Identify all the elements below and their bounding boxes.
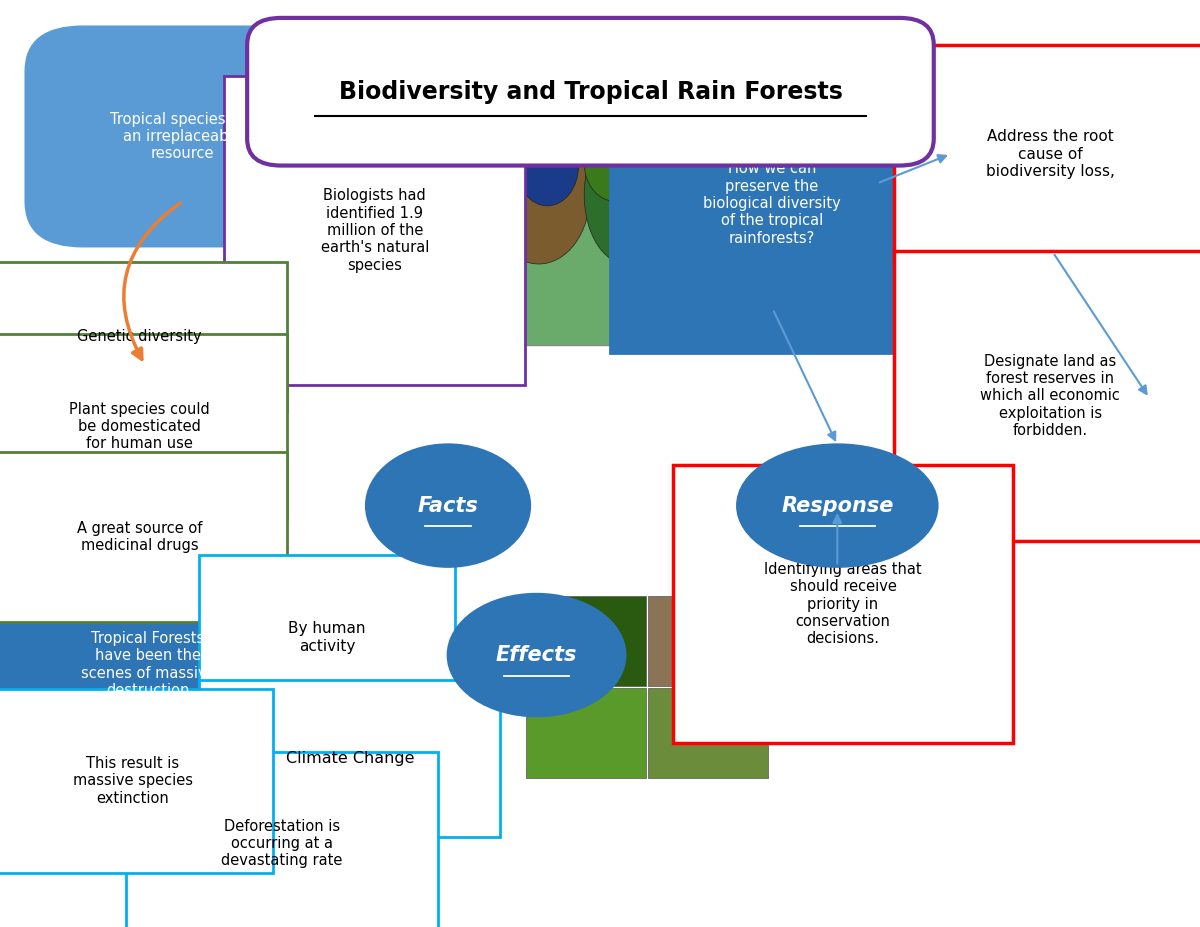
Text: Plant species could
be domesticated
for human use: Plant species could be domesticated for …	[68, 401, 210, 451]
Text: How we can
preserve the
biological diversity
of the tropical
rainforests?: How we can preserve the biological diver…	[703, 161, 841, 246]
FancyBboxPatch shape	[199, 555, 455, 720]
Text: Effects: Effects	[496, 645, 577, 665]
Text: Genetic diversity: Genetic diversity	[77, 329, 202, 345]
Ellipse shape	[516, 125, 578, 206]
Text: Tropical species are
an irreplaceable
resource: Tropical species are an irreplaceable re…	[110, 111, 254, 161]
FancyBboxPatch shape	[0, 452, 287, 622]
Ellipse shape	[647, 130, 720, 255]
Text: A great source of
medicinal drugs: A great source of medicinal drugs	[77, 521, 202, 553]
Text: Designate land as
forest reserves in
which all economic
exploitation is
forbidde: Designate land as forest reserves in whi…	[980, 354, 1120, 438]
Text: Address the root
cause of
biodiversity loss,: Address the root cause of biodiversity l…	[985, 130, 1115, 179]
Text: Climate Change: Climate Change	[286, 751, 414, 766]
FancyBboxPatch shape	[0, 262, 287, 412]
Text: Facts: Facts	[418, 496, 479, 515]
Text: Biologists had
identified 1.9
million of the
earth's natural
species: Biologists had identified 1.9 million of…	[320, 188, 430, 273]
FancyBboxPatch shape	[648, 596, 768, 686]
Text: By human
activity: By human activity	[288, 621, 366, 654]
Text: Biodiversity and Tropical Rain Forests: Biodiversity and Tropical Rain Forests	[338, 80, 842, 104]
FancyBboxPatch shape	[247, 18, 934, 166]
Text: This result is
massive species
extinction: This result is massive species extinctio…	[72, 756, 192, 806]
Text: For a
number of
reasons such: For a number of reasons such	[96, 276, 199, 323]
FancyBboxPatch shape	[199, 680, 500, 837]
Ellipse shape	[584, 125, 647, 201]
FancyBboxPatch shape	[0, 546, 304, 783]
Ellipse shape	[448, 594, 625, 716]
Text: Response: Response	[781, 496, 894, 515]
FancyBboxPatch shape	[224, 76, 526, 385]
FancyBboxPatch shape	[482, 112, 726, 345]
FancyBboxPatch shape	[527, 596, 646, 686]
FancyBboxPatch shape	[648, 688, 768, 778]
FancyBboxPatch shape	[894, 250, 1200, 541]
Text: Identifying areas that
should receive
priority in
conservation
decisions.: Identifying areas that should receive pr…	[764, 562, 922, 646]
FancyBboxPatch shape	[673, 465, 1013, 743]
Ellipse shape	[487, 125, 590, 264]
FancyBboxPatch shape	[0, 689, 274, 872]
Ellipse shape	[584, 125, 670, 264]
Text: Deforestation is
occurring at a
devastating rate: Deforestation is occurring at a devastat…	[221, 819, 342, 869]
FancyBboxPatch shape	[611, 54, 934, 353]
Ellipse shape	[366, 445, 529, 566]
FancyBboxPatch shape	[0, 334, 287, 519]
FancyBboxPatch shape	[894, 44, 1200, 264]
Ellipse shape	[738, 445, 937, 566]
FancyBboxPatch shape	[126, 752, 438, 927]
FancyBboxPatch shape	[527, 688, 646, 778]
FancyBboxPatch shape	[26, 27, 338, 246]
Text: Tropical Forests
have been the
scenes of massive
destruction: Tropical Forests have been the scenes of…	[80, 631, 215, 698]
